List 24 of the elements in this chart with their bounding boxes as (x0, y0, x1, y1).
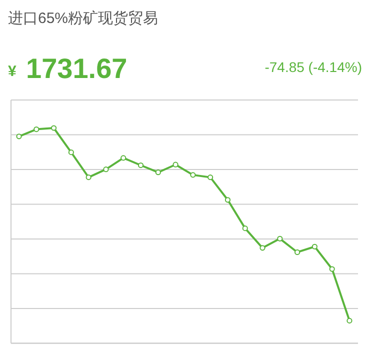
point (86, 174, 92, 180)
point (50, 125, 57, 131)
point (260, 245, 266, 251)
point (190, 172, 196, 178)
point (329, 266, 335, 272)
point (34, 126, 40, 132)
point (224, 197, 231, 203)
point (346, 318, 352, 324)
point (68, 150, 74, 156)
point (16, 134, 22, 140)
chart-title: 进口65%粉矿现货贸易 (8, 10, 158, 27)
point (294, 249, 300, 256)
point (103, 166, 109, 172)
point (312, 244, 318, 250)
point (277, 236, 283, 242)
point (155, 170, 161, 176)
text: 1731.67 (26, 53, 128, 84)
point (138, 162, 144, 168)
point (208, 174, 214, 180)
text: ¥ (8, 63, 17, 80)
point (172, 162, 178, 168)
text: -74.85 (-4.14%) (264, 59, 362, 75)
point (120, 155, 126, 161)
point (242, 226, 248, 232)
